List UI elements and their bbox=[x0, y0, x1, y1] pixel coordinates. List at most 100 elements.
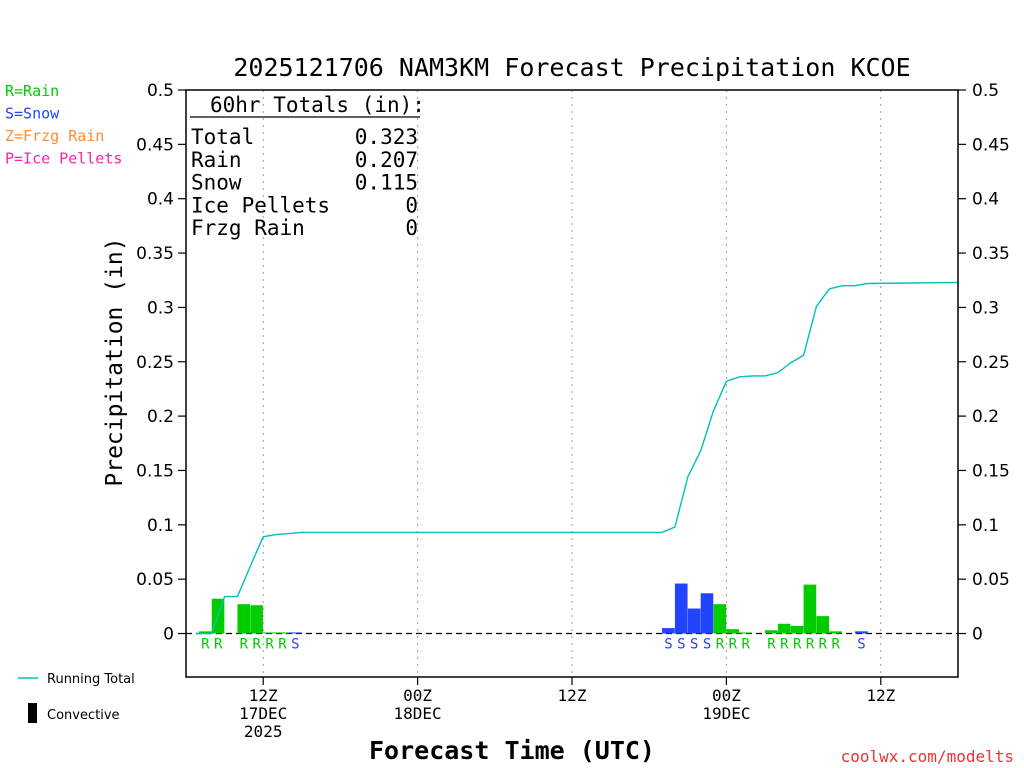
credit-text: coolwx.com/modelts bbox=[841, 747, 1014, 766]
precip-type-marker: R bbox=[780, 637, 789, 653]
y-tick-label-right: 0.5 bbox=[972, 81, 999, 101]
y-axis-right: 0 0.05 0.1 0.15 0.2 0.25 0.3 0.35 0.4 0.45 0.5 bbox=[958, 81, 1010, 645]
x-tick-label: 12Z bbox=[558, 686, 587, 705]
y-tick-label-left: 0.45 bbox=[136, 135, 174, 155]
y-tick-label-left: 0 bbox=[163, 625, 174, 645]
y-tick-label-left: 0.05 bbox=[136, 570, 174, 590]
precip-type-marker: R bbox=[793, 637, 802, 653]
type-legend-entry: P=Ice Pellets bbox=[5, 150, 122, 168]
y-tick-label-left: 0.15 bbox=[136, 461, 174, 481]
totals-row-value: 0.207 bbox=[355, 148, 418, 172]
precip-type-marker: R bbox=[741, 637, 750, 653]
legend-label: Convective bbox=[47, 708, 120, 723]
totals-row-label: Ice Pellets bbox=[191, 193, 330, 217]
x-tick-label: 19DEC bbox=[702, 704, 750, 723]
precip-type-marker: R bbox=[265, 637, 274, 653]
x-tick-label: 00Z bbox=[712, 686, 741, 705]
x-tick-label: 18DEC bbox=[394, 704, 442, 723]
chart-title: 2025121706 NAM3KM Forecast Precipitation… bbox=[233, 53, 910, 82]
y-tick-label-right: 0.05 bbox=[972, 570, 1010, 590]
precip-bar bbox=[237, 604, 251, 634]
precip-type-marker: R bbox=[278, 637, 287, 653]
type-legend-entry: Z=Frzg Rain bbox=[5, 127, 104, 145]
totals-box: 60hr Totals (in): Total 0.323 Rain 0.207 Sno… bbox=[190, 93, 425, 240]
totals-title: 60hr Totals (in): bbox=[210, 93, 425, 117]
totals-row-value: 0 bbox=[405, 216, 418, 240]
y-tick-label-left: 0.3 bbox=[147, 298, 174, 318]
precip-bar bbox=[765, 630, 778, 634]
precip-type-marker: R bbox=[806, 637, 815, 653]
x-tick-label: 2025 bbox=[244, 722, 283, 741]
totals-row-label: Snow bbox=[191, 171, 242, 195]
precip-bar bbox=[803, 584, 817, 634]
totals-row-label: Frzg Rain bbox=[191, 216, 305, 240]
x-tick-label: 17DEC bbox=[239, 704, 287, 723]
totals-row-value: 0.323 bbox=[355, 125, 418, 149]
precip-bars bbox=[198, 583, 868, 634]
precip-bar bbox=[726, 629, 740, 634]
totals-row-value: 0 bbox=[405, 193, 418, 217]
precip-bar bbox=[816, 616, 830, 634]
precip-bar bbox=[687, 608, 701, 634]
precip-type-marker: S bbox=[857, 637, 865, 653]
precip-bar bbox=[700, 593, 714, 634]
precip-type-marker: R bbox=[832, 637, 841, 653]
y-tick-label-right: 0.3 bbox=[972, 298, 999, 318]
precip-type-marker: S bbox=[703, 637, 711, 653]
precip-type-marker: R bbox=[767, 637, 776, 653]
precip-bar bbox=[250, 605, 263, 634]
precip-type-marker: S bbox=[664, 637, 672, 653]
precip-type-marker: R bbox=[729, 637, 738, 653]
precip-type-marker: R bbox=[253, 637, 262, 653]
totals-row-value: 0.115 bbox=[355, 171, 418, 195]
precip-bar bbox=[263, 632, 276, 634]
y-tick-label-left: 0.25 bbox=[136, 353, 174, 373]
totals-row-label: Total bbox=[191, 125, 254, 149]
type-legend-entry: S=Snow bbox=[5, 105, 60, 123]
precip-bar bbox=[739, 632, 752, 634]
totals-row-label: Rain bbox=[191, 148, 242, 172]
type-legend-entry: R=Rain bbox=[5, 82, 59, 100]
y-tick-label-left: 0.1 bbox=[147, 516, 174, 536]
y-tick-label-left: 0.2 bbox=[147, 407, 174, 427]
y-tick-label-right: 0.35 bbox=[972, 244, 1010, 264]
y-tick-label-left: 0.5 bbox=[147, 81, 174, 101]
precip-type-marker: R bbox=[819, 637, 828, 653]
y-tick-label-right: 0.45 bbox=[972, 135, 1010, 155]
y-tick-label-right: 0.25 bbox=[972, 353, 1010, 373]
x-tick-label: 00Z bbox=[403, 686, 432, 705]
legend-label: Running Total bbox=[47, 672, 135, 687]
precip-bar bbox=[198, 631, 212, 634]
precip-bar bbox=[855, 631, 868, 634]
precip-type-marker: R bbox=[716, 637, 725, 653]
x-tick-label: 12Z bbox=[249, 686, 278, 705]
precip-bar bbox=[662, 628, 675, 634]
y-tick-label-left: 0.4 bbox=[147, 190, 174, 210]
y-tick-label-right: 0 bbox=[972, 625, 983, 645]
series-legend: Running Total Convective bbox=[18, 672, 135, 723]
legend-bar-swatch bbox=[28, 703, 37, 723]
precip-bar bbox=[713, 604, 727, 634]
y-tick-label-right: 0.1 bbox=[972, 516, 999, 536]
precip-bar bbox=[829, 631, 842, 634]
y-tick-label-right: 0.4 bbox=[972, 190, 999, 210]
precip-type-marker: R bbox=[240, 637, 249, 653]
y-tick-label-right: 0.2 bbox=[972, 407, 999, 427]
running-total-line bbox=[196, 281, 959, 635]
precip-type-marker: S bbox=[677, 637, 685, 653]
precip-type-marker: R bbox=[214, 637, 223, 653]
precip-bar bbox=[790, 625, 804, 634]
y-tick-label-left: 0.35 bbox=[136, 244, 174, 264]
precip-type-marker: S bbox=[690, 637, 698, 653]
x-axis-label: Forecast Time (UTC) bbox=[369, 736, 655, 765]
x-tick-label: 12Z bbox=[866, 686, 895, 705]
precip-type-marker: S bbox=[291, 637, 299, 653]
y-axis-left: 0 0.05 0.1 0.15 0.2 0.25 0.3 0.35 0.4 0.45 0.5 bbox=[136, 81, 186, 645]
precip-bar bbox=[777, 623, 791, 634]
y-tick-label-right: 0.15 bbox=[972, 461, 1010, 481]
precip-type-legend: R=Rain S=Snow Z=Frzg Rain P=Ice Pellets bbox=[5, 82, 122, 168]
precip-type-marker: R bbox=[201, 637, 210, 653]
